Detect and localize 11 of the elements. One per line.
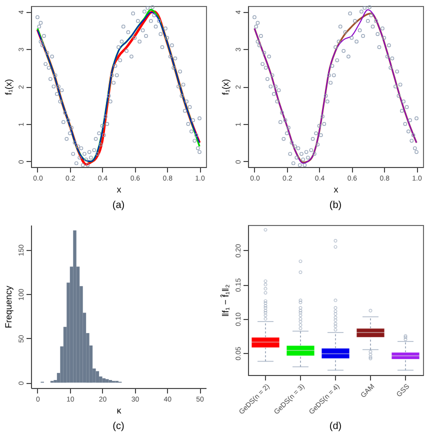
- y-axis-title: ‖f₁ − f̂₁‖₂: [220, 284, 230, 317]
- x-axis-title: x: [116, 184, 122, 194]
- x-axis-title: x: [334, 184, 339, 194]
- text: (a): [112, 200, 125, 211]
- x-axis-title: κ: [116, 406, 122, 416]
- y-axis-title: f₁(x): [4, 78, 14, 96]
- text: (b): [329, 200, 342, 211]
- text: (c): [112, 421, 124, 432]
- text: (d): [329, 420, 342, 432]
- y-axis-title: f₁(x): [220, 78, 230, 96]
- y-axis-title: Frequency: [4, 285, 14, 328]
